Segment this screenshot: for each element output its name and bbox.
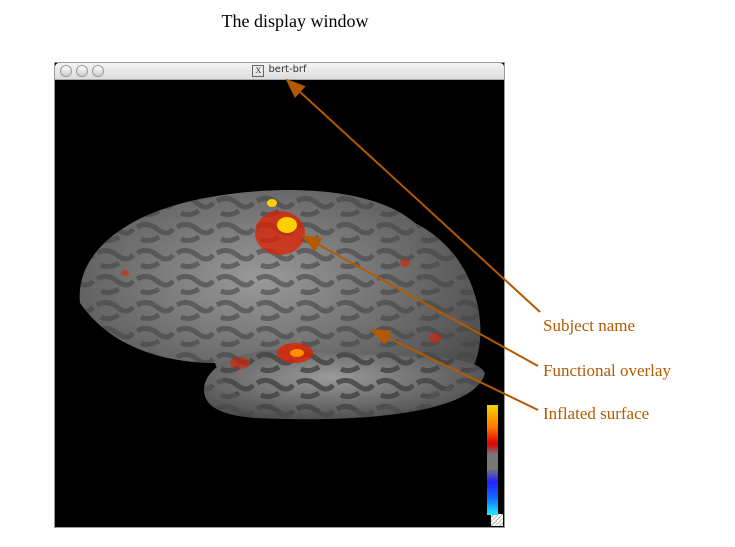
resize-handle[interactable] bbox=[491, 514, 503, 526]
minimize-button[interactable] bbox=[76, 65, 88, 77]
label-functional-overlay: Functional overlay bbox=[543, 361, 671, 380]
close-button[interactable] bbox=[60, 65, 72, 77]
zoom-button[interactable] bbox=[92, 65, 104, 77]
colorbar bbox=[487, 405, 498, 515]
figure-caption: The display window bbox=[221, 11, 369, 31]
x11-icon: X bbox=[252, 65, 265, 77]
label-subject-name: Subject name bbox=[543, 316, 636, 335]
window-title-text: bert-brf bbox=[268, 64, 307, 75]
label-inflated-surface: Inflated surface bbox=[543, 404, 650, 423]
inflated-surface bbox=[79, 190, 486, 420]
